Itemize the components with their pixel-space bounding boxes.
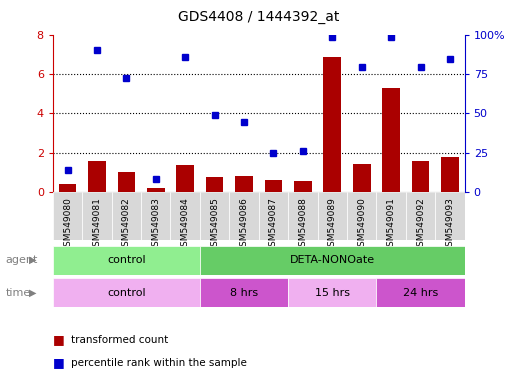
Bar [118,172,135,192]
Text: GSM549081: GSM549081 [92,197,101,252]
Bar [141,192,171,240]
Text: GSM549090: GSM549090 [357,197,366,252]
Text: percentile rank within the sample: percentile rank within the sample [71,358,247,368]
Bar [235,176,253,192]
Bar [53,246,200,275]
Text: GSM549082: GSM549082 [122,197,131,252]
Bar [353,164,371,192]
Bar [171,192,200,240]
Text: transformed count: transformed count [71,335,168,345]
Text: ▶: ▶ [29,255,36,265]
Bar [324,57,341,192]
Bar [59,184,77,192]
Bar [229,192,259,240]
Bar [200,246,465,275]
Bar [288,192,317,240]
Bar [382,88,400,192]
Bar [200,192,229,240]
Bar [376,278,465,307]
Text: GSM549086: GSM549086 [240,197,249,252]
Text: control: control [107,288,146,298]
Text: agent: agent [5,255,37,265]
Text: DETA-NONOate: DETA-NONOate [290,255,375,265]
Bar [259,192,288,240]
Text: ▶: ▶ [29,288,36,298]
Bar [435,192,465,240]
Text: GSM549083: GSM549083 [151,197,161,252]
Text: 24 hrs: 24 hrs [403,288,438,298]
Text: GSM549087: GSM549087 [269,197,278,252]
Text: control: control [107,255,146,265]
Text: GSM549093: GSM549093 [446,197,455,252]
Text: GSM549084: GSM549084 [181,197,190,252]
Bar [147,188,165,192]
Bar [206,177,223,192]
Text: GSM549092: GSM549092 [416,197,425,252]
Text: ■: ■ [53,356,64,369]
Bar [53,192,82,240]
Text: GSM549085: GSM549085 [210,197,219,252]
Bar [265,180,282,192]
Bar [176,166,194,192]
Text: GSM549080: GSM549080 [63,197,72,252]
Text: GSM549088: GSM549088 [298,197,307,252]
Bar [82,192,111,240]
Bar [53,278,200,307]
Text: GDS4408 / 1444392_at: GDS4408 / 1444392_at [178,10,340,23]
Bar [200,278,288,307]
Bar [441,157,459,192]
Bar [288,278,376,307]
Bar [111,192,141,240]
Bar [317,192,347,240]
Text: 15 hrs: 15 hrs [315,288,350,298]
Bar [376,192,406,240]
Text: time: time [5,288,31,298]
Bar [406,192,435,240]
Text: ■: ■ [53,333,64,346]
Text: GSM549089: GSM549089 [328,197,337,252]
Bar [412,161,429,192]
Bar [294,181,312,192]
Text: 8 hrs: 8 hrs [230,288,258,298]
Bar [88,161,106,192]
Bar [347,192,376,240]
Text: GSM549091: GSM549091 [386,197,395,252]
